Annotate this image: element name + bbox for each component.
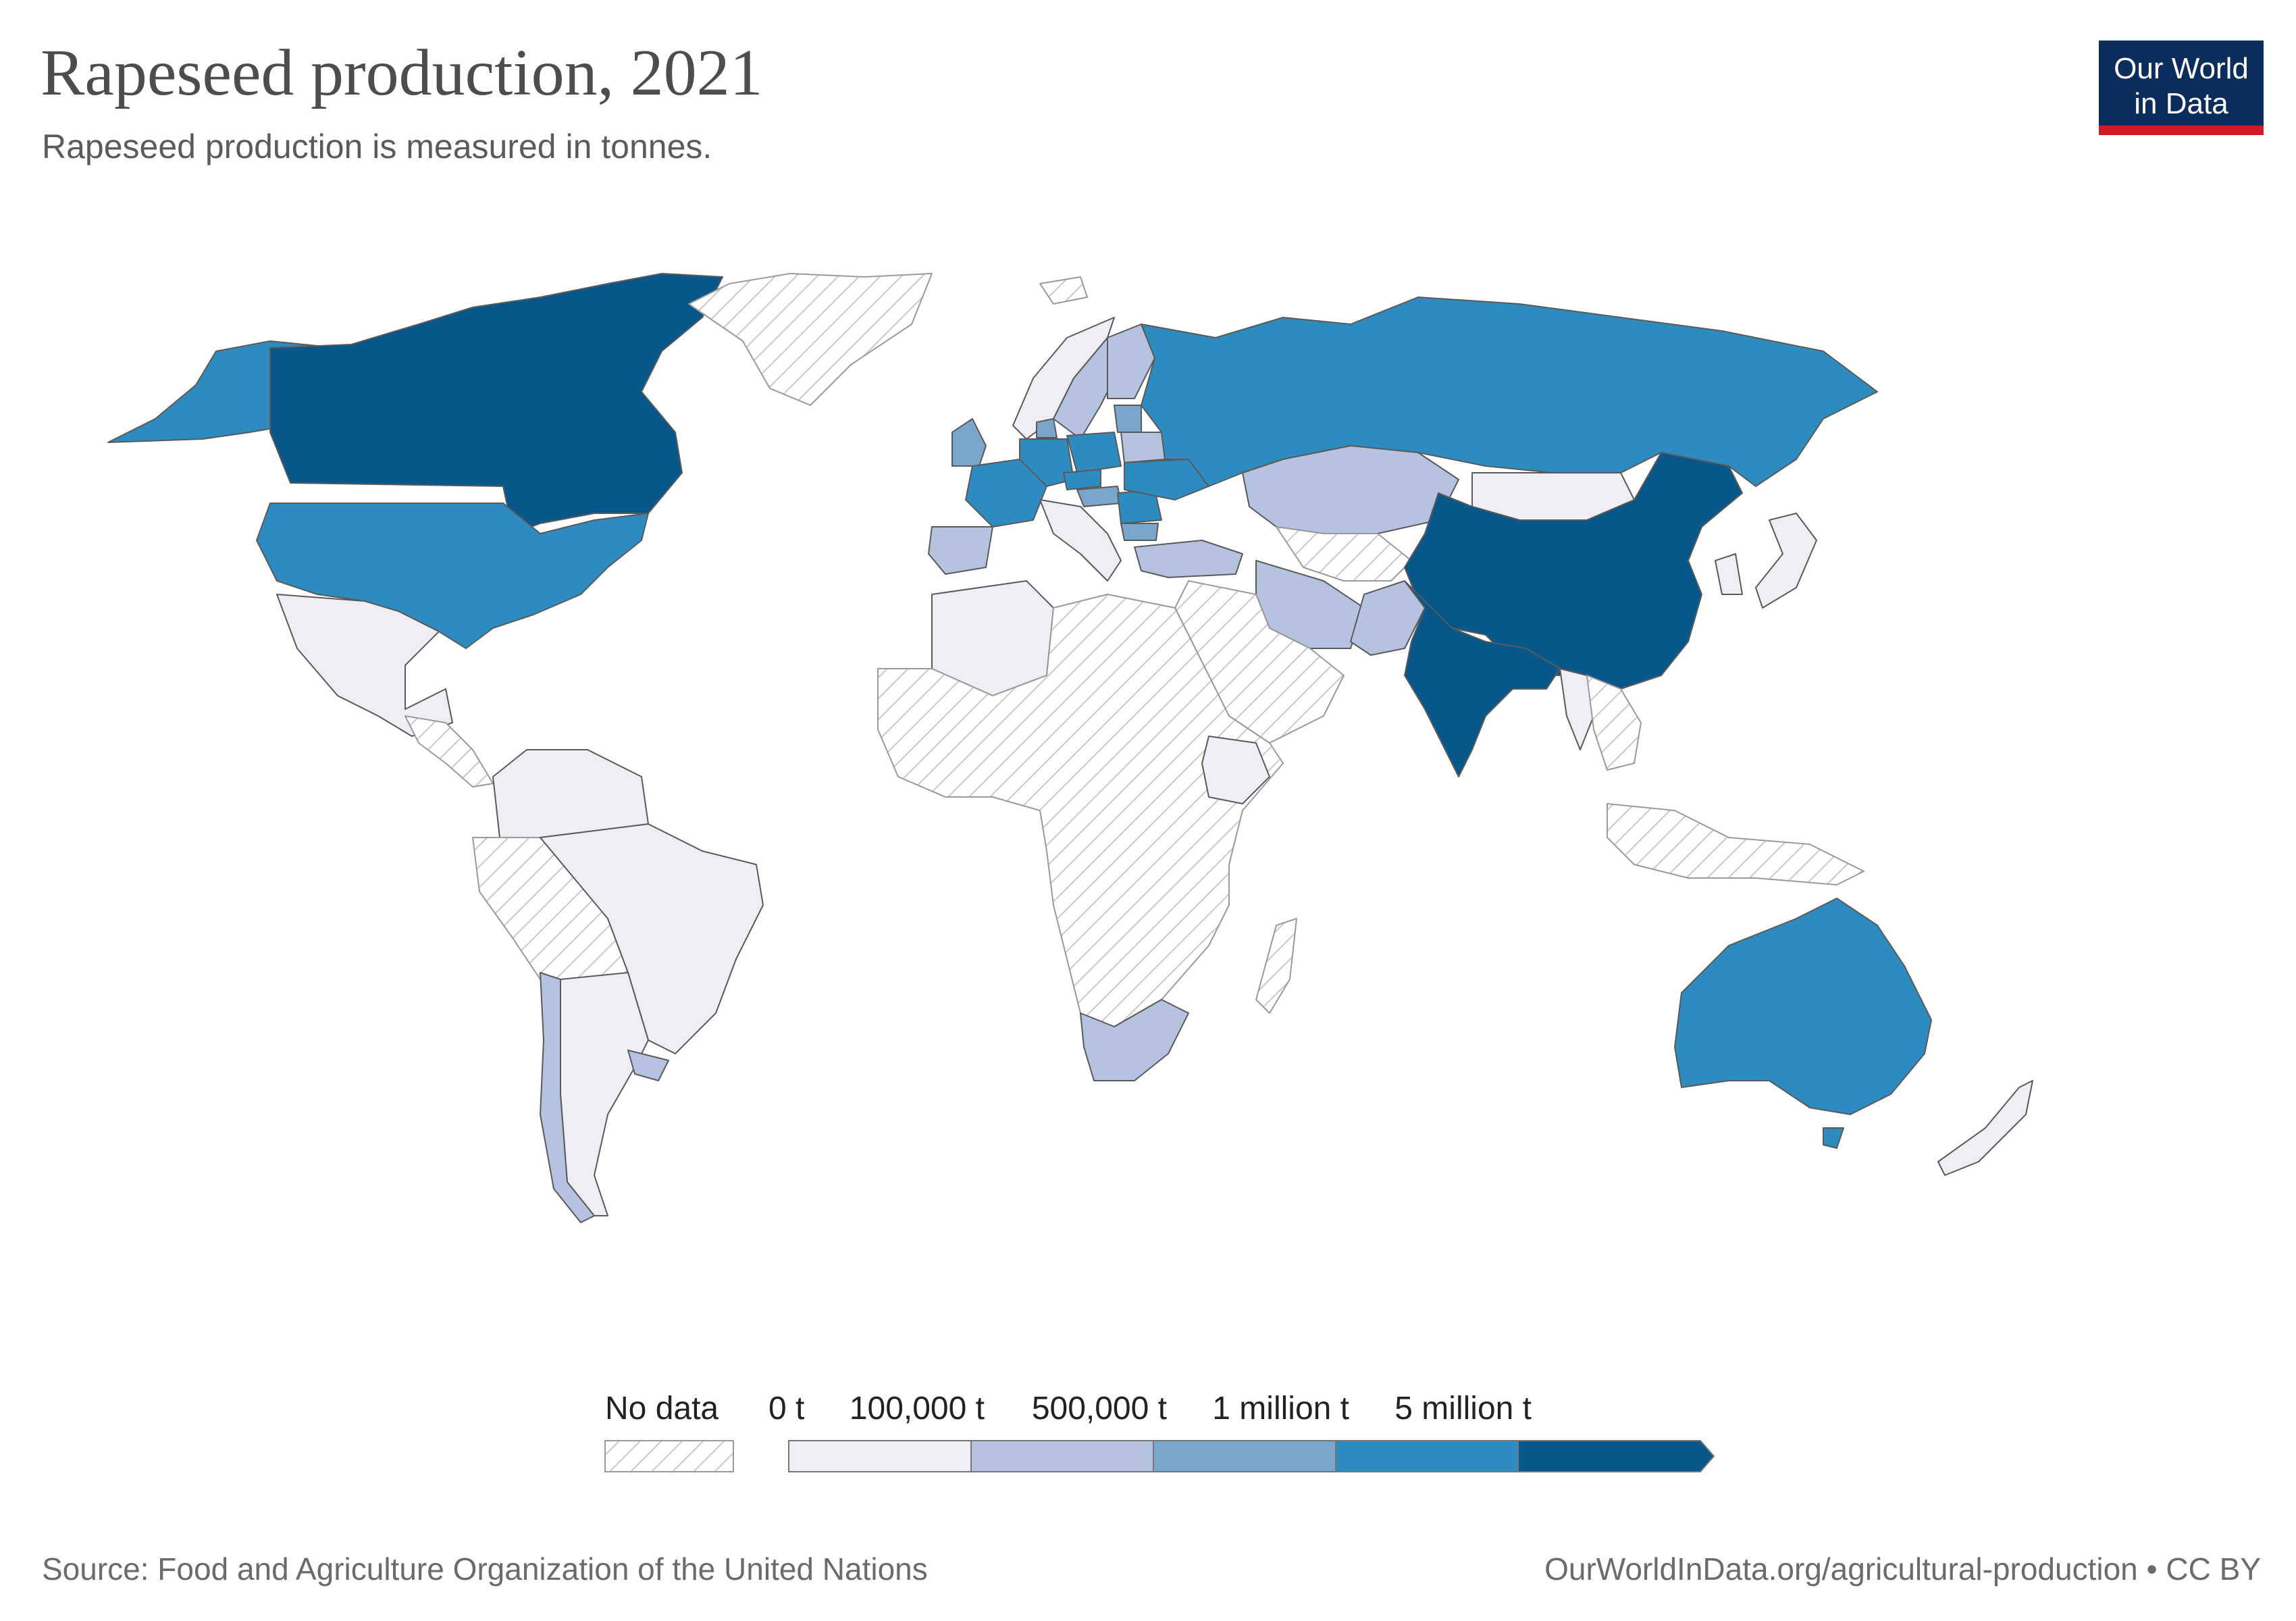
region-southeast-asia[interactable] — [1586, 675, 1642, 771]
region-india[interactable] — [1404, 580, 1561, 777]
legend — [604, 1440, 1715, 1472]
region-mexico[interactable] — [276, 594, 453, 737]
source-note: Source: Food and Agriculture Organizatio… — [42, 1551, 928, 1587]
region-svalbard[interactable] — [1039, 276, 1088, 305]
region-germany[interactable] — [1019, 438, 1074, 487]
logo-accent-bar — [2099, 126, 2264, 135]
owid-logo[interactable]: Our World in Data — [2099, 41, 2264, 135]
region-myanmar[interactable] — [1559, 668, 1594, 750]
region-finland[interactable] — [1107, 324, 1155, 399]
region-australia[interactable] — [1674, 898, 1932, 1115]
region-japan[interactable] — [1755, 513, 1817, 609]
region-czechia[interactable] — [1063, 469, 1101, 490]
legend-no-data-label: No data — [605, 1391, 719, 1426]
region-uk[interactable] — [951, 418, 987, 467]
source-url[interactable]: OurWorldInData.org/agricultural-producti… — [1544, 1551, 2261, 1587]
legend-bin-swatch[interactable] — [1335, 1440, 1519, 1472]
legend-bin-swatch[interactable] — [1153, 1440, 1336, 1472]
region-turkey[interactable] — [1134, 540, 1243, 578]
legend-bin-label: 500,000 t — [1031, 1391, 1167, 1426]
region-canada[interactable] — [269, 273, 723, 534]
region-denmark[interactable] — [1036, 418, 1058, 438]
region-usa[interactable] — [256, 503, 649, 649]
region-indonesia[interactable] — [1607, 803, 1864, 885]
region-russia[interactable] — [1141, 297, 1878, 487]
region-south-africa[interactable] — [1080, 999, 1189, 1081]
legend-bin-swatch[interactable] — [970, 1440, 1154, 1472]
region-uruguay[interactable] — [627, 1050, 669, 1081]
region-poland[interactable] — [1066, 432, 1122, 473]
region-madagascar[interactable] — [1255, 918, 1297, 1014]
legend-bin-label: 1 million t — [1212, 1391, 1349, 1426]
region-argentina[interactable] — [560, 972, 649, 1216]
region-central-america[interactable] — [405, 715, 494, 788]
region-hungary[interactable] — [1076, 486, 1122, 507]
region-lithuania-latvia[interactable] — [1114, 405, 1142, 433]
region-belarus[interactable] — [1120, 432, 1166, 463]
region-spain[interactable] — [928, 526, 993, 575]
region-italy-balkans[interactable] — [1039, 499, 1122, 582]
chart-subtitle: Rapeseed production is measured in tonne… — [42, 128, 712, 165]
region-chile[interactable] — [540, 972, 595, 1223]
region-greenland[interactable] — [688, 273, 933, 406]
region-colombia-venezuela[interactable] — [492, 749, 649, 838]
region-tasmania[interactable] — [1823, 1127, 1844, 1149]
legend-bin-label: 0 t — [768, 1391, 805, 1426]
region-new-zealand[interactable] — [1937, 1080, 2033, 1176]
logo-line-1: Our World — [2114, 52, 2249, 85]
region-brazil[interactable] — [540, 823, 764, 1054]
region-africa-rest[interactable] — [877, 594, 1284, 1027]
region-ethiopia[interactable] — [1201, 736, 1270, 804]
region-korea[interactable] — [1715, 553, 1743, 595]
chart-title: Rapeseed production, 2021 — [41, 36, 763, 109]
legend-bin-label: 5 million t — [1394, 1391, 1532, 1426]
legend-bin-swatch[interactable] — [788, 1440, 972, 1472]
legend-bin-label: 100,000 t — [849, 1391, 985, 1426]
legend-no-data-swatch — [604, 1440, 734, 1472]
logo-line-2: in Data — [2134, 87, 2228, 120]
region-central-asia[interactable] — [1276, 526, 1412, 582]
region-bulgaria[interactable] — [1120, 523, 1159, 541]
legend-bin-swatch[interactable] — [1517, 1440, 1715, 1472]
